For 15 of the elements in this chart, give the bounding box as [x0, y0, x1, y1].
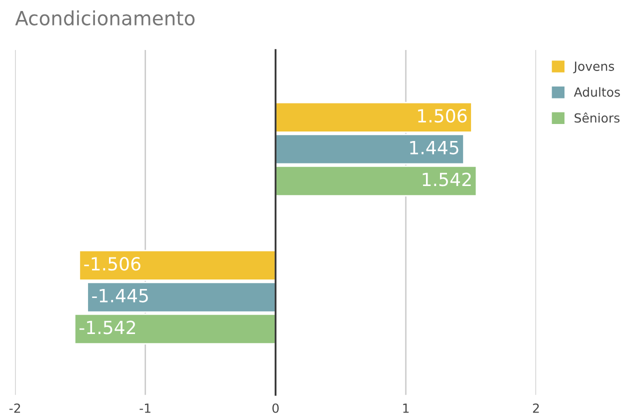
data-label: 1.445 — [410, 141, 458, 154]
legend-label: Jovens — [573, 62, 614, 74]
data-label: -1.506 — [84, 256, 140, 271]
x-tick-label: 2 — [533, 403, 539, 413]
x-tick-label: -1 — [140, 404, 150, 413]
x-tick-label: -2 — [9, 403, 20, 413]
data-label: 1.542 — [422, 172, 471, 186]
x-tick-label: 0 — [272, 403, 279, 413]
data-label: -1.445 — [92, 289, 148, 302]
chart-title: Acondicionamento — [15, 10, 195, 26]
legend-label: Adultos — [574, 87, 620, 97]
data-label: -1.542 — [80, 320, 136, 334]
legend-label: Sêniors — [574, 112, 620, 123]
x-tick-label: 1 — [403, 404, 409, 413]
data-label: 1.506 — [418, 108, 467, 123]
